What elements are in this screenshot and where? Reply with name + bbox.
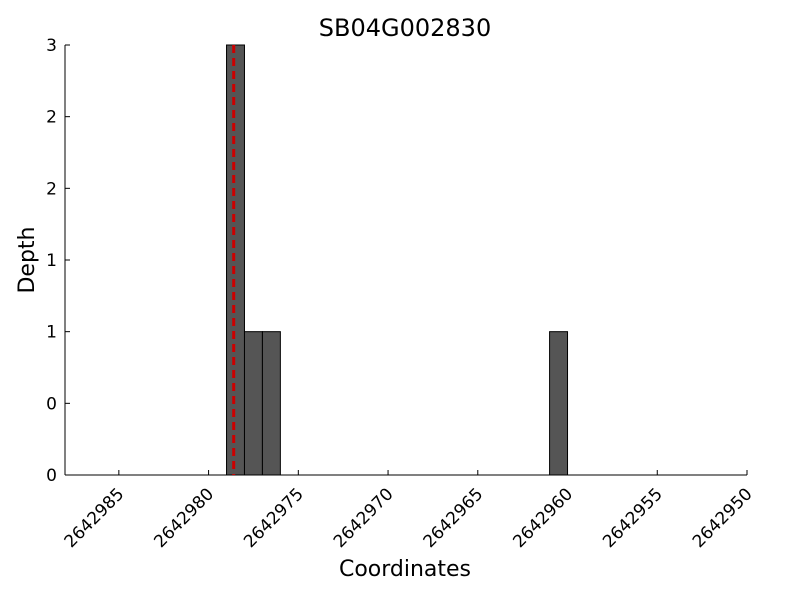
x-tick-label: 2642970: [330, 484, 398, 552]
x-tick-label: 2642950: [689, 484, 757, 552]
y-tick-label: 1: [46, 251, 57, 271]
bar: [243, 331, 263, 476]
bar: [226, 44, 245, 476]
y-tick-label: 3: [46, 36, 57, 56]
x-tick-label: 2642960: [509, 484, 577, 552]
y-tick-label: 1: [46, 323, 57, 343]
chart-title: SB04G002830: [319, 14, 491, 42]
x-tick-label: 2642955: [599, 484, 667, 552]
x-axis-label: Coordinates: [339, 557, 471, 582]
x-tick-label: 2642980: [150, 484, 218, 552]
bar: [549, 331, 569, 476]
x-tick-label: 2642975: [240, 484, 308, 552]
y-tick-label: 2: [46, 108, 57, 128]
y-tick-label: 2: [46, 179, 57, 199]
y-tick-label: 0: [46, 466, 57, 486]
x-tick-label: 2642985: [61, 484, 129, 552]
bar: [261, 331, 281, 476]
y-tick-label: 0: [46, 394, 57, 414]
y-axis-label: Depth: [15, 226, 40, 293]
x-tick-label: 2642965: [420, 484, 488, 552]
